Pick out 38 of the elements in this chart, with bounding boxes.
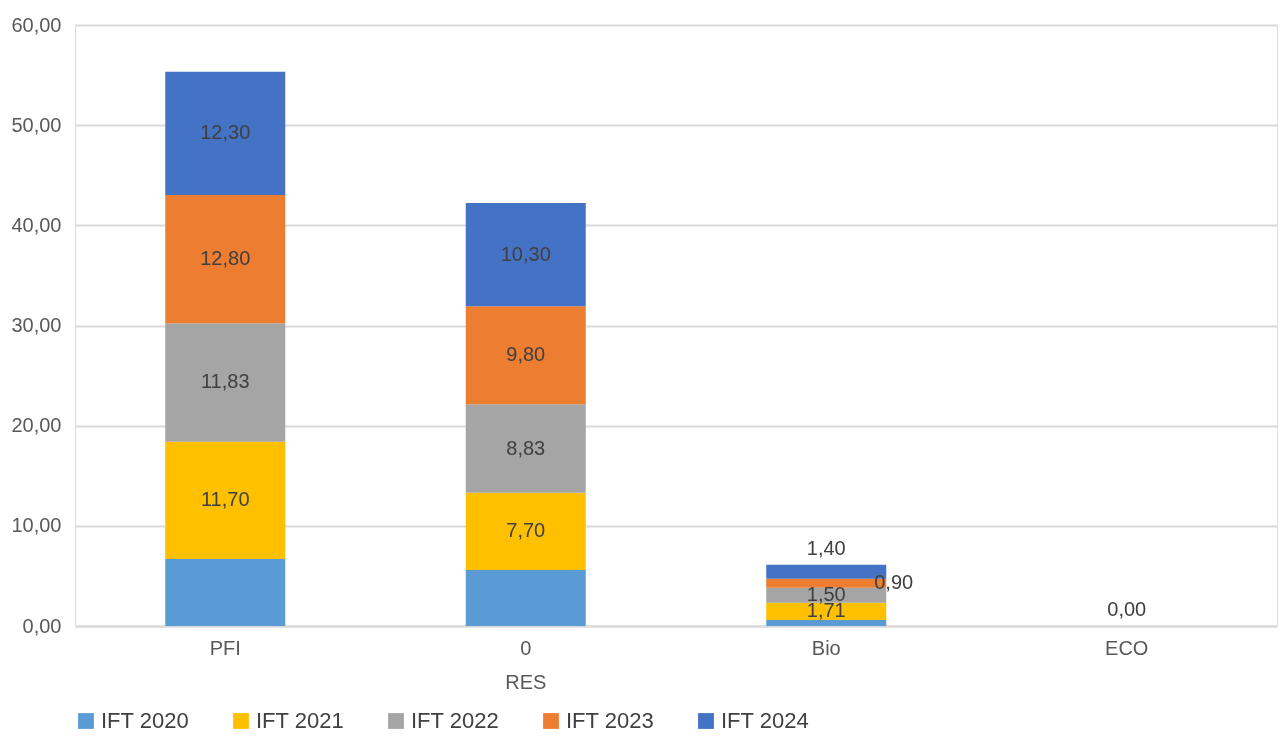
legend-label: IFT 2020 <box>101 708 189 733</box>
data-label: 11,83 <box>200 370 250 393</box>
x-tick-label: ECO <box>1105 636 1149 659</box>
bar <box>766 602 887 620</box>
bar <box>766 619 887 626</box>
bar <box>165 323 286 442</box>
data-label: 7,70 <box>506 519 546 542</box>
y-tick-label: 0,00 <box>22 614 62 637</box>
bar <box>465 203 586 307</box>
data-label: 10,30 <box>500 242 551 265</box>
data-label: 11,70 <box>200 488 250 511</box>
y-tick-label: 40,00 <box>11 213 62 236</box>
y-tick-label: 10,00 <box>11 514 62 537</box>
data-label: 12,30 <box>200 121 251 144</box>
data-label: 12,80 <box>200 247 251 270</box>
bar <box>465 492 586 570</box>
data-label: 0,00 <box>1107 598 1147 620</box>
legend-label: IFT 2021 <box>256 708 344 733</box>
x-tick-label: 0 RES <box>505 636 547 693</box>
x-tick-label: PFI <box>209 636 241 659</box>
bar <box>165 71 286 195</box>
data-label: 9,80 <box>506 343 546 366</box>
y-tick-label: 60,00 <box>11 13 62 36</box>
data-label: 8,83 <box>506 436 546 459</box>
y-tick-label: 30,00 <box>11 314 62 336</box>
y-tick-label: 50,00 <box>11 113 62 136</box>
bar <box>465 306 586 405</box>
x-tick-label: Bio <box>811 636 841 659</box>
bar <box>165 194 286 324</box>
bar <box>465 569 586 626</box>
data-label: 1,40 <box>806 536 846 559</box>
y-tick-label: 20,00 <box>11 414 62 437</box>
bar <box>165 441 286 559</box>
legend-label: IFT 2022 <box>411 708 499 733</box>
legend-label: IFT 2024 <box>721 708 809 733</box>
bar <box>465 404 586 493</box>
legend-label: IFT 2023 <box>566 708 654 733</box>
bar <box>165 558 286 626</box>
